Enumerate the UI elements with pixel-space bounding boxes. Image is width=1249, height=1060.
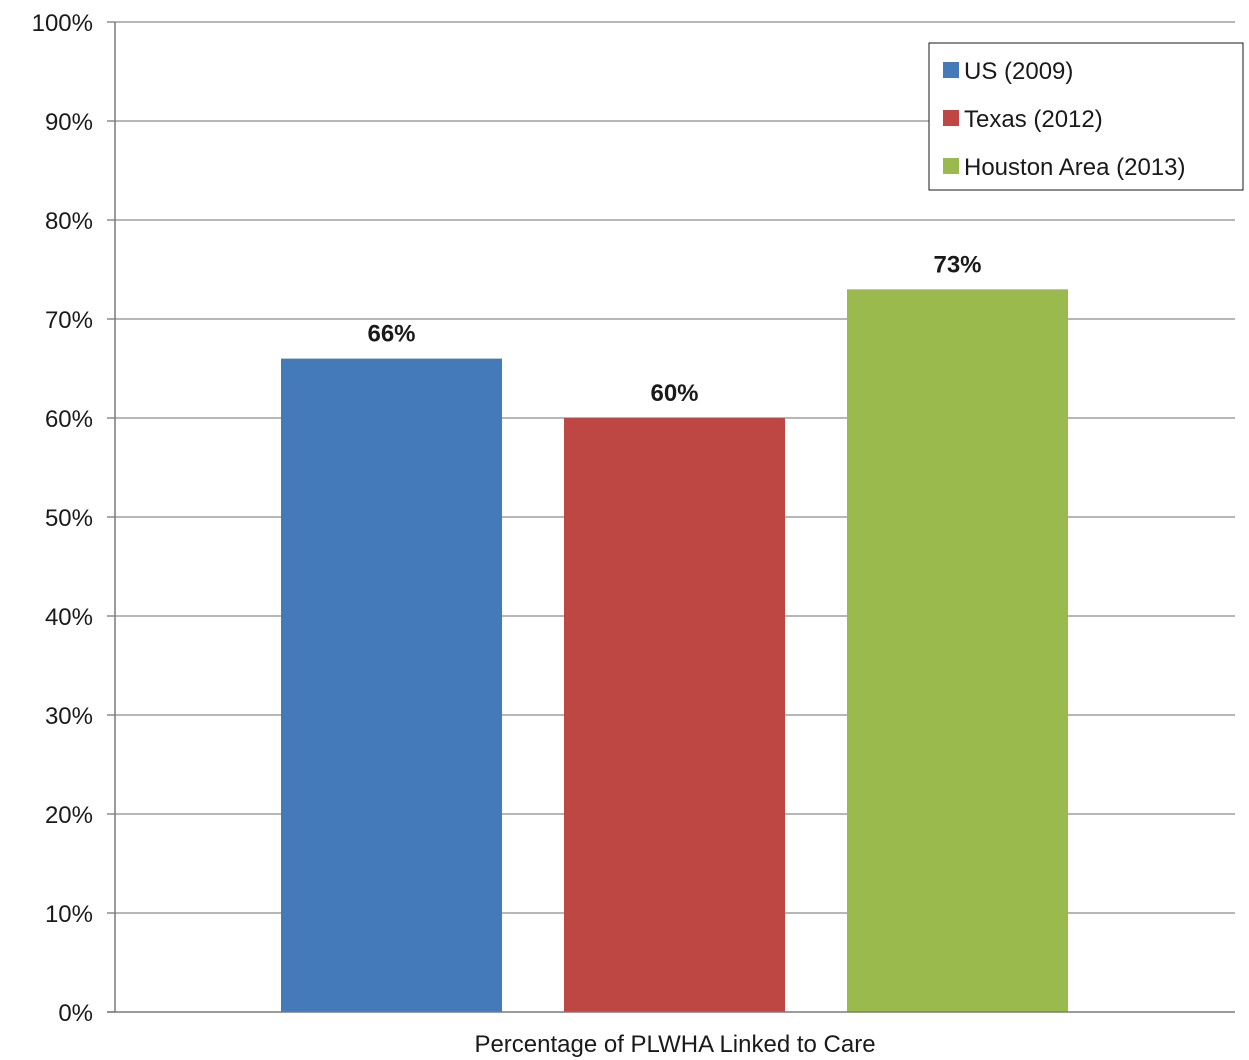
legend[interactable]: US (2009) Texas (2012) Houston Area (2013) (928, 42, 1244, 191)
legend-item[interactable]: US (2009) (943, 58, 1073, 85)
y-axis-ticks: 0% 10% 20% 30% 40% 50% 60% 70% 80% 90% 100% (32, 10, 115, 1027)
y-tick-label: 50% (45, 505, 93, 532)
bar-texas-2012 (564, 418, 785, 1012)
legend-swatch (943, 62, 959, 78)
y-tick-label: 0% (58, 1000, 93, 1027)
data-label: 73% (933, 251, 981, 278)
data-label: 60% (650, 380, 698, 407)
y-tick-label: 10% (45, 901, 93, 928)
y-tick-label: 90% (45, 109, 93, 136)
legend-box (928, 42, 1244, 191)
legend-item[interactable]: Houston Area (2013) (943, 154, 1185, 181)
legend-label: Texas (2012) (964, 106, 1103, 133)
bars (281, 289, 1068, 1013)
y-tick-label: 60% (45, 406, 93, 433)
legend-swatch (943, 158, 959, 174)
data-label: 66% (367, 321, 415, 348)
legend-label: Houston Area (2013) (964, 154, 1185, 181)
legend-item[interactable]: Texas (2012) (943, 106, 1103, 133)
y-tick-label: 40% (45, 604, 93, 631)
y-tick-label: 100% (32, 10, 93, 37)
axes (107, 22, 1235, 1013)
y-tick-label: 80% (45, 208, 93, 235)
data-labels: 66% 60% 73% (367, 251, 981, 407)
bar-houston-area-2013 (847, 289, 1068, 1012)
y-tick-label: 70% (45, 307, 93, 334)
legend-swatch (943, 110, 959, 126)
bar-us-2009 (281, 358, 502, 1013)
y-tick-label: 30% (45, 703, 93, 730)
y-tick-label: 20% (45, 802, 93, 829)
legend-label: US (2009) (964, 58, 1073, 85)
x-axis-title: Percentage of PLWHA Linked to Care (474, 1031, 875, 1058)
